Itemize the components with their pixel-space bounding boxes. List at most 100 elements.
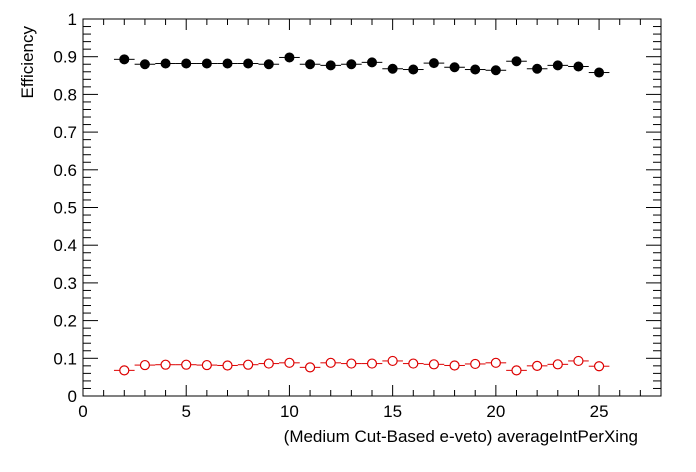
filled-circle-marker (139, 59, 150, 70)
x-tick-label: 25 (590, 402, 609, 421)
open-circle-marker (222, 360, 233, 371)
data-point (217, 58, 238, 69)
open-circle-marker (470, 358, 481, 370)
filled-circle-marker (511, 56, 522, 67)
y-tick-label: 0.3 (53, 274, 77, 293)
filled-circle-marker (470, 64, 481, 75)
open-circle-marker (593, 361, 605, 372)
data-point (444, 360, 465, 371)
data-point (423, 359, 445, 370)
plot-frame (82, 18, 662, 397)
y-tick-label: 0.2 (53, 312, 77, 331)
data-point (485, 357, 507, 368)
data-point (217, 360, 238, 371)
filled-circle-marker (449, 62, 460, 73)
data-point (258, 358, 280, 369)
filled-circle-marker (284, 52, 295, 63)
series-2 (113, 355, 610, 376)
data-point (588, 67, 610, 78)
filled-circle-marker (490, 65, 501, 76)
filled-circle-marker (573, 61, 584, 72)
filled-circle-marker (387, 63, 398, 74)
data-point (299, 59, 321, 70)
data-point (113, 365, 135, 376)
data-point (299, 362, 321, 373)
filled-circle-marker (408, 64, 419, 75)
data-point (402, 358, 424, 369)
data-point (361, 57, 383, 68)
filled-circle-marker (119, 54, 130, 65)
filled-circle-marker (552, 60, 563, 71)
data-point (382, 355, 403, 367)
data-point (506, 365, 527, 376)
x-tick-label: 15 (383, 402, 402, 421)
filled-circle-marker (222, 58, 233, 69)
data-point (113, 54, 135, 65)
data-series (113, 52, 610, 376)
open-circle-marker (304, 362, 316, 373)
open-circle-marker (408, 358, 419, 369)
filled-circle-marker (160, 58, 171, 69)
filled-circle-marker (346, 59, 357, 70)
data-point (382, 63, 403, 74)
data-point (196, 58, 218, 69)
open-circle-marker (366, 358, 378, 369)
data-point (547, 60, 569, 71)
data-point (237, 359, 259, 370)
y-axis-title: Efficiency (18, 26, 37, 99)
y-tick-label: 1 (68, 10, 77, 29)
data-point (526, 63, 548, 74)
open-circle-marker (119, 365, 130, 376)
open-circle-marker (263, 358, 274, 369)
open-circle-marker (387, 355, 398, 367)
x-axis-tick-labels: 0 5 10 15 20 25 (78, 402, 608, 421)
y-tick-label: 0.7 (53, 123, 77, 142)
x-tick-label: 10 (280, 402, 299, 421)
filled-circle-marker (594, 67, 605, 78)
data-point (506, 56, 527, 67)
data-point (485, 65, 507, 76)
data-point (423, 58, 445, 69)
data-point (279, 52, 300, 63)
y-tick-label: 0.9 (53, 48, 77, 67)
filled-circle-marker (181, 58, 192, 69)
open-circle-marker (160, 359, 171, 370)
data-point (155, 58, 176, 69)
y-axis-tick-labels: 0 0.1 0.2 0.3 0.4 0.5 0.6 0.7 0.8 0.9 1 (53, 10, 77, 406)
data-point (402, 64, 424, 75)
y-tick-label: 0.6 (53, 161, 77, 180)
data-point (320, 357, 342, 368)
x-axis-ticks (82, 19, 662, 396)
open-circle-marker (201, 359, 212, 371)
y-tick-label: 0.5 (53, 199, 77, 218)
data-point (320, 60, 342, 71)
open-circle-marker (511, 365, 522, 376)
data-point (196, 359, 218, 371)
data-point (361, 358, 383, 369)
filled-circle-marker (201, 58, 212, 69)
y-tick-label: 0.4 (53, 236, 77, 255)
data-point (341, 59, 362, 70)
open-circle-marker (428, 359, 440, 370)
data-point (464, 358, 486, 370)
open-circle-marker (325, 357, 336, 368)
filled-circle-marker (263, 59, 274, 70)
data-point (444, 62, 465, 73)
y-axis-ticks (83, 18, 661, 397)
x-tick-label: 20 (486, 402, 505, 421)
data-point (134, 359, 156, 371)
filled-circle-marker (243, 58, 254, 69)
filled-circle-marker (428, 58, 439, 69)
data-point (175, 359, 197, 370)
open-circle-marker (573, 355, 584, 367)
data-point (258, 59, 280, 70)
data-point (175, 58, 197, 69)
y-tick-label: 0 (68, 387, 77, 406)
filled-circle-marker (367, 57, 377, 68)
open-circle-marker (181, 359, 192, 370)
x-tick-label: 5 (181, 402, 190, 421)
open-circle-marker (346, 358, 357, 369)
data-point (568, 61, 589, 72)
open-circle-marker (490, 357, 501, 368)
